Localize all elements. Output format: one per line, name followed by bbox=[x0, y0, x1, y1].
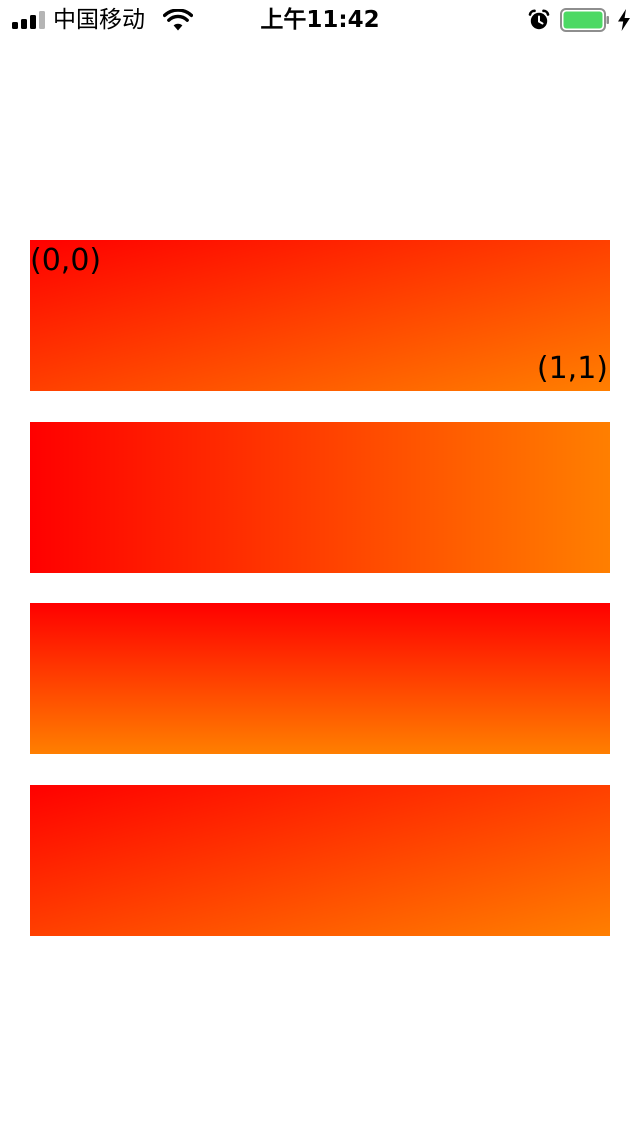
signal-bar bbox=[30, 15, 36, 29]
gradient-panel-diagonal bbox=[30, 785, 610, 936]
signal-bar bbox=[21, 19, 27, 29]
signal-bar bbox=[12, 22, 18, 29]
gradient-panel-horizontal bbox=[30, 422, 610, 573]
gradient-panel-vertical bbox=[30, 603, 610, 754]
end-point-label: (1,1) bbox=[536, 351, 608, 386]
alarm-icon bbox=[528, 9, 550, 30]
wifi-icon bbox=[163, 9, 193, 31]
carrier-name: 中国移动 bbox=[53, 7, 145, 33]
signal-bars-icon bbox=[12, 11, 46, 29]
battery-icon bbox=[560, 8, 609, 32]
status-time: 上午11:42 bbox=[260, 7, 380, 33]
gradient-panel-diagonal-labeled: (0,0) (1,1) bbox=[30, 240, 610, 391]
charging-bolt-icon bbox=[618, 9, 630, 31]
status-bar: 中国移动 上午11:42 bbox=[0, 0, 640, 40]
signal-bar bbox=[39, 11, 45, 29]
start-point-label: (0,0) bbox=[30, 243, 102, 278]
